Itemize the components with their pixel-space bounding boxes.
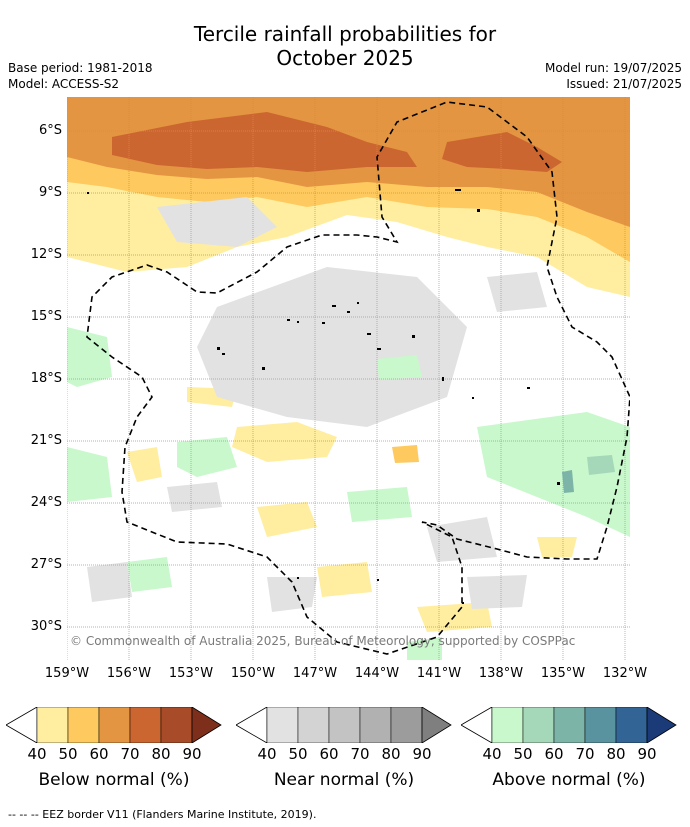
lat-tick: 30°S [30, 619, 62, 634]
legend-number: 60 [319, 745, 339, 763]
legend-number: 80 [606, 745, 626, 763]
above-40-patch [67, 447, 112, 502]
below-40-patch [317, 562, 372, 597]
near-40-patch [157, 197, 277, 247]
island-markers [87, 189, 560, 604]
lon-tick: 132°W [602, 666, 648, 681]
lat-tick: 24°S [30, 495, 62, 510]
legend-number: 90 [182, 745, 202, 763]
title-line-2: October 2025 [276, 46, 414, 70]
near-40-patch [427, 517, 497, 562]
legend-number: 60 [544, 745, 564, 763]
below-70-band [112, 112, 417, 172]
near-normal-label: Near normal (%) [273, 770, 415, 790]
legend-number: 70 [120, 745, 140, 763]
near-40-patch [197, 267, 467, 427]
model-name: Model: ACCESS-S2 [8, 77, 120, 91]
lat-tick: 21°S [30, 433, 62, 448]
legend-number: 60 [89, 745, 109, 763]
map-canvas [67, 97, 630, 660]
below-40-patch [232, 422, 337, 462]
legend-number: 50 [288, 745, 308, 763]
above-60-patch [562, 470, 574, 493]
below-40-patch [257, 502, 317, 537]
legend-number: 40 [27, 745, 47, 763]
legend-number: 90 [637, 745, 657, 763]
above-normal-colorbar [461, 707, 677, 743]
base-period: Base period: 1981-2018 [8, 61, 153, 75]
issued-date: Issued: 21/07/2025 [566, 77, 682, 91]
model-run: Model run: 19/07/2025 [544, 61, 682, 75]
near-40-patch [87, 562, 132, 602]
copyright-credit: © Commonwealth of Australia 2025, Bureau… [70, 634, 576, 648]
lon-tick: 150°W [230, 666, 276, 681]
above-40-patch [177, 437, 237, 477]
legend-number: 90 [412, 745, 432, 763]
near-normal-colorbar [236, 707, 452, 743]
lat-tick: 9°S [38, 185, 62, 200]
legend-number: 50 [513, 745, 533, 763]
lat-tick: 18°S [30, 371, 62, 386]
above-40-patch [477, 412, 630, 537]
legend-number: 40 [257, 745, 277, 763]
legend-number: 40 [482, 745, 502, 763]
map-panel [67, 97, 630, 660]
eez-footnote: -- -- -- EEZ border V11 (Flanders Marine… [8, 808, 317, 821]
above-50-patch [587, 455, 615, 475]
lon-tick: 153°W [168, 666, 214, 681]
above-40-patch [347, 487, 412, 522]
near-40-patch [487, 272, 547, 312]
lat-tick: 12°S [30, 247, 62, 262]
above-40-patch [67, 327, 112, 387]
lon-tick: 147°W [292, 666, 338, 681]
legend-number: 80 [381, 745, 401, 763]
near-40-patch [467, 575, 527, 609]
above-40-patch [127, 557, 172, 592]
lat-tick: 6°S [38, 123, 62, 138]
above-40-patch [377, 355, 422, 380]
map-title: Tercile rainfall probabilities for Octob… [0, 22, 690, 70]
legend-number: 70 [350, 745, 370, 763]
legend-number: 70 [575, 745, 595, 763]
below-70-band-east [442, 132, 562, 172]
near-40-patch [167, 482, 222, 512]
lon-tick: 135°W [540, 666, 586, 681]
meta-left: Base period: 1981-2018 Model: ACCESS-S2 [8, 60, 153, 92]
title-line-1: Tercile rainfall probabilities for [193, 22, 497, 46]
legend-number: 50 [58, 745, 78, 763]
below-40-patch [537, 537, 577, 557]
below-40-patch [127, 447, 162, 482]
below-50-patch [392, 445, 419, 463]
above-40-patch [407, 637, 442, 660]
legend-number: 80 [151, 745, 171, 763]
near-40-patch [267, 577, 317, 612]
above-normal-label: Above normal (%) [492, 770, 646, 790]
lon-tick: 144°W [354, 666, 400, 681]
lat-tick: 27°S [30, 557, 62, 572]
lon-tick: 138°W [478, 666, 524, 681]
lon-tick: 159°W [44, 666, 90, 681]
meta-right: Model run: 19/07/2025 Issued: 21/07/2025 [545, 60, 682, 92]
lon-tick: 156°W [106, 666, 152, 681]
below-normal-label: Below normal (%) [38, 770, 190, 790]
below-normal-colorbar [6, 707, 222, 743]
lon-tick: 141°W [416, 666, 462, 681]
lat-tick: 15°S [30, 309, 62, 324]
